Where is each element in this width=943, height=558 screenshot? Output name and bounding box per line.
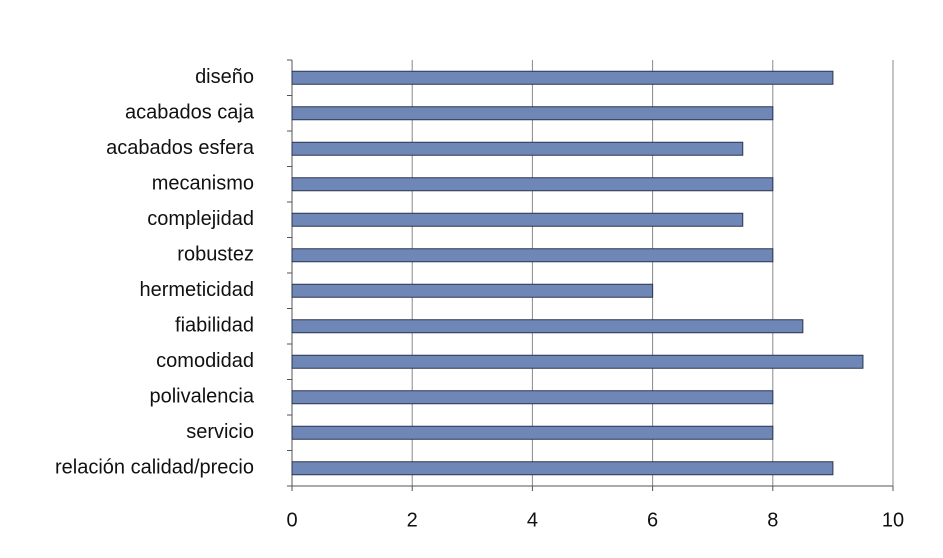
bar (291, 212, 744, 227)
y-tick-label: relación calidad/precio (55, 457, 254, 479)
bar (291, 390, 774, 405)
y-tick-label: diseño (195, 66, 254, 88)
bar (291, 461, 834, 476)
x-tick-label: 8 (767, 509, 778, 531)
bar (291, 141, 744, 156)
bar (291, 425, 774, 440)
bar (291, 354, 864, 369)
x-tick-label: 10 (882, 509, 904, 531)
y-tick-label: acabados esfera (106, 137, 255, 159)
x-tick-label: 0 (286, 509, 297, 531)
x-tick-label: 2 (407, 509, 418, 531)
bar (291, 248, 774, 263)
x-tick-label: 6 (647, 509, 658, 531)
y-tick-label: mecanismo (152, 173, 254, 195)
x-tick-label: 4 (527, 509, 538, 531)
y-tick-label: robustez (177, 244, 254, 266)
bar (291, 106, 774, 121)
bar (291, 283, 654, 298)
y-tick-label: acabados caja (125, 102, 255, 124)
y-tick-label: fiabilidad (175, 315, 254, 337)
y-tick-label: polivalencia (149, 386, 254, 408)
bar (291, 319, 804, 334)
y-tick-label: complejidad (147, 208, 254, 230)
bar (291, 70, 834, 85)
bar (291, 177, 774, 192)
y-tick-label: comodidad (156, 350, 254, 372)
y-tick-label: servicio (186, 421, 254, 443)
y-tick-label: hermeticidad (139, 279, 254, 301)
